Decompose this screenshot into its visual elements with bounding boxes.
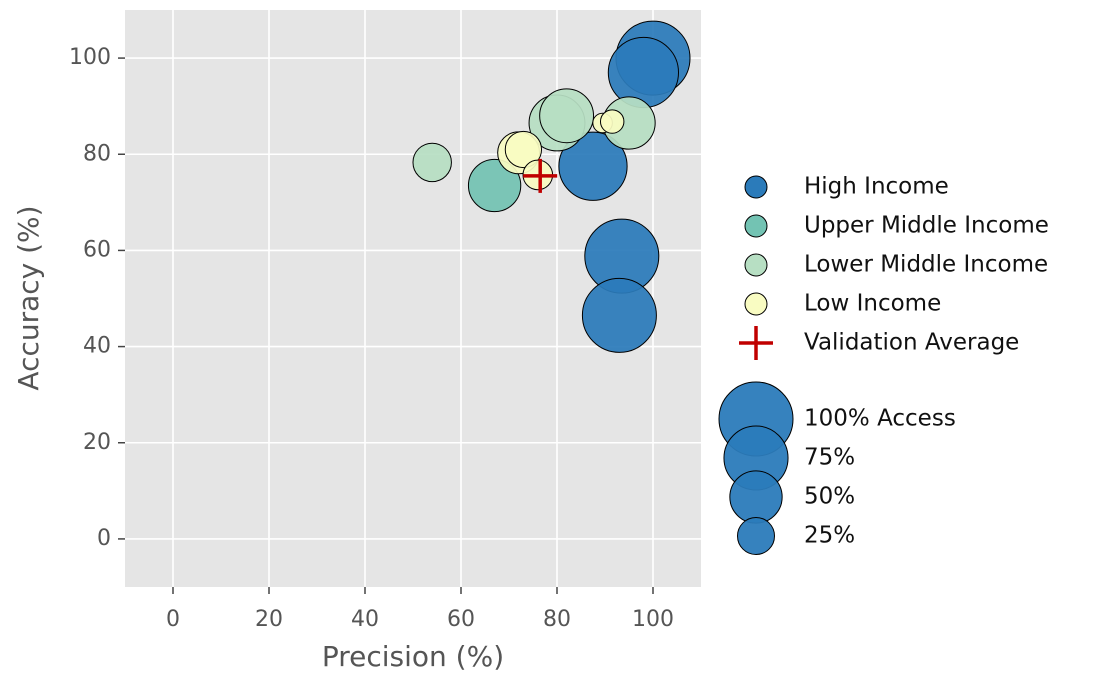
- bubble: [412, 142, 452, 183]
- legend-label: Lower Middle Income: [804, 252, 1048, 278]
- legend-marker: [744, 214, 768, 238]
- bubble: [539, 88, 595, 144]
- y-tick-label: 80: [83, 141, 111, 166]
- size-legend-marker: [729, 470, 783, 524]
- legend-marker: [744, 175, 768, 199]
- bubble: [467, 158, 522, 213]
- legend-label: High Income: [804, 174, 949, 200]
- size-legend-marker: [737, 517, 775, 555]
- size-legend-label: 100% Access: [804, 406, 956, 432]
- bubble: [599, 109, 625, 134]
- size-legend-label: 25%: [804, 523, 855, 549]
- x-tick-label: 20: [255, 607, 283, 632]
- legend-label: Upper Middle Income: [804, 213, 1049, 239]
- y-tick-label: 100: [69, 45, 111, 70]
- x-tick-label: 0: [166, 607, 180, 632]
- y-tick-label: 20: [83, 430, 111, 455]
- bubble: [581, 277, 657, 353]
- size-legend-label: 75%: [804, 445, 855, 471]
- y-axis-label: Accuracy (%): [12, 205, 45, 390]
- y-tick-label: 40: [83, 334, 111, 359]
- x-tick-label: 40: [351, 607, 379, 632]
- bubble: [504, 130, 543, 169]
- legend-label: Low Income: [804, 291, 941, 317]
- legend-marker: [744, 292, 768, 316]
- bubble: [558, 131, 628, 201]
- x-tick-label: 100: [632, 607, 674, 632]
- legend-marker: [744, 253, 768, 277]
- legend-label: Validation Average: [804, 330, 1019, 356]
- x-tick-label: 80: [543, 607, 571, 632]
- y-tick-label: 0: [97, 526, 111, 551]
- size-legend-label: 50%: [804, 484, 855, 510]
- x-tick-label: 60: [447, 607, 475, 632]
- bubble: [607, 36, 680, 109]
- y-tick-label: 60: [83, 237, 111, 262]
- x-axis-label: Precision (%): [322, 640, 504, 673]
